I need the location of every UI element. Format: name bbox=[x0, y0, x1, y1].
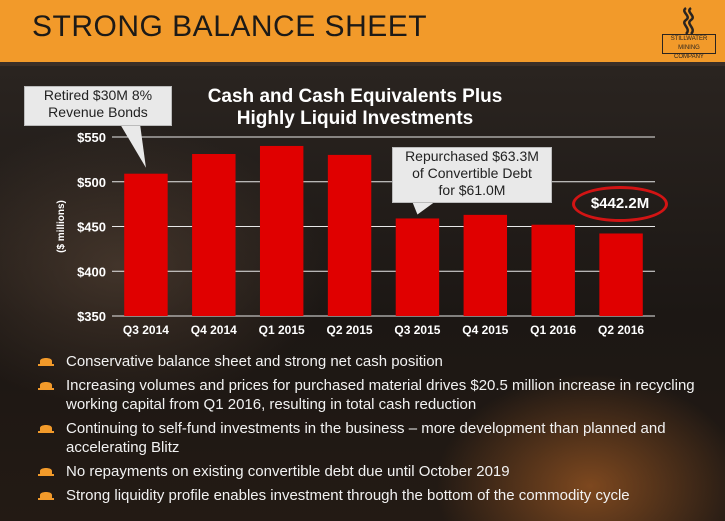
y-tick-label: $550 bbox=[77, 130, 106, 145]
callout-revenue-bonds: Retired $30M 8% Revenue Bonds bbox=[24, 86, 172, 126]
bullet-item: No repayments on existing convertible de… bbox=[38, 462, 708, 481]
hardhat-bullet-icon bbox=[38, 468, 54, 476]
callout-pointer bbox=[412, 201, 436, 215]
slide-header: STRONG BALANCE SHEET STILLWATER MINING C… bbox=[0, 0, 725, 62]
highlight-value-badge: $442.2M bbox=[572, 186, 668, 222]
x-tick-label: Q1 2015 bbox=[259, 323, 305, 337]
callout-convertible-debt: Repurchased $63.3M of Convertible Debt f… bbox=[392, 147, 552, 203]
x-tick-label: Q4 2014 bbox=[191, 323, 237, 337]
callout-revenue-bonds-line-1: Retired $30M 8% bbox=[43, 87, 153, 103]
bullet-item: Continuing to self-fund investments in t… bbox=[38, 419, 708, 457]
bar bbox=[192, 154, 236, 316]
hardhat-bullet-icon bbox=[38, 382, 54, 390]
y-tick-label: $400 bbox=[77, 264, 106, 279]
header-divider bbox=[0, 62, 725, 66]
logo-line-2: MINING COMPANY bbox=[674, 45, 704, 60]
hardhat-bullet-icon bbox=[38, 358, 54, 366]
bar bbox=[259, 145, 304, 316]
x-tick-label: Q3 2014 bbox=[123, 323, 169, 337]
x-tick-label: Q1 2016 bbox=[530, 323, 576, 337]
x-tick-label: Q2 2015 bbox=[327, 323, 373, 337]
bullet-item: Increasing volumes and prices for purcha… bbox=[38, 376, 708, 414]
bullet-text-5: Strong liquidity profile enables investm… bbox=[66, 487, 630, 504]
callout-pointer bbox=[120, 124, 146, 168]
hardhat-bullet-icon bbox=[38, 492, 54, 500]
y-tick-label: $500 bbox=[77, 175, 106, 190]
bullet-text-4: No repayments on existing convertible de… bbox=[66, 463, 510, 480]
bullet-text-3: Continuing to self-fund investments in t… bbox=[66, 420, 666, 456]
company-logo: STILLWATER MINING COMPANY bbox=[658, 6, 720, 60]
y-tick-label: $450 bbox=[77, 220, 106, 235]
bullet-item: Strong liquidity profile enables investm… bbox=[38, 486, 708, 505]
bar bbox=[531, 224, 575, 316]
callout-convertible-debt-line-3: for $61.0M bbox=[438, 182, 506, 198]
bar bbox=[124, 173, 168, 316]
bullet-text-2: Increasing volumes and prices for purcha… bbox=[66, 377, 695, 413]
logo-mark-icon bbox=[683, 6, 694, 35]
chart-title-line-1: Cash and Cash Equivalents Plus bbox=[207, 86, 503, 107]
bar bbox=[599, 233, 643, 316]
x-tick-label: Q4 2015 bbox=[462, 323, 508, 337]
y-tick-label: $350 bbox=[77, 309, 106, 324]
logo-wordmark: STILLWATER MINING COMPANY bbox=[662, 34, 716, 60]
bar bbox=[395, 218, 440, 316]
bullet-text-1: Conservative balance sheet and strong ne… bbox=[66, 353, 443, 370]
bar bbox=[327, 154, 372, 316]
chart-title: Cash and Cash Equivalents Plus Highly Li… bbox=[180, 86, 530, 130]
x-tick-label: Q3 2015 bbox=[394, 323, 440, 337]
callout-revenue-bonds-line-2: Revenue Bonds bbox=[48, 104, 148, 120]
logo-line-1: STILLWATER bbox=[670, 36, 708, 42]
callout-convertible-debt-line-1: Repurchased $63.3M bbox=[405, 148, 539, 164]
y-axis-label: ($ millions) bbox=[56, 200, 67, 253]
chart-title-line-2: Highly Liquid Investments bbox=[236, 108, 474, 129]
slide-title: STRONG BALANCE SHEET bbox=[32, 10, 428, 43]
bar-chart: $350 $400 $450 $500 $550 ($ millions) Q3 2014 Q… bbox=[56, 124, 655, 337]
x-tick-label: Q2 2016 bbox=[598, 323, 644, 337]
callout-convertible-debt-line-2: of Convertible Debt bbox=[412, 165, 532, 181]
bar bbox=[463, 214, 508, 316]
bullet-item: Conservative balance sheet and strong ne… bbox=[38, 352, 708, 371]
hardhat-bullet-icon bbox=[38, 425, 54, 433]
bullet-list: Conservative balance sheet and strong ne… bbox=[38, 352, 708, 510]
